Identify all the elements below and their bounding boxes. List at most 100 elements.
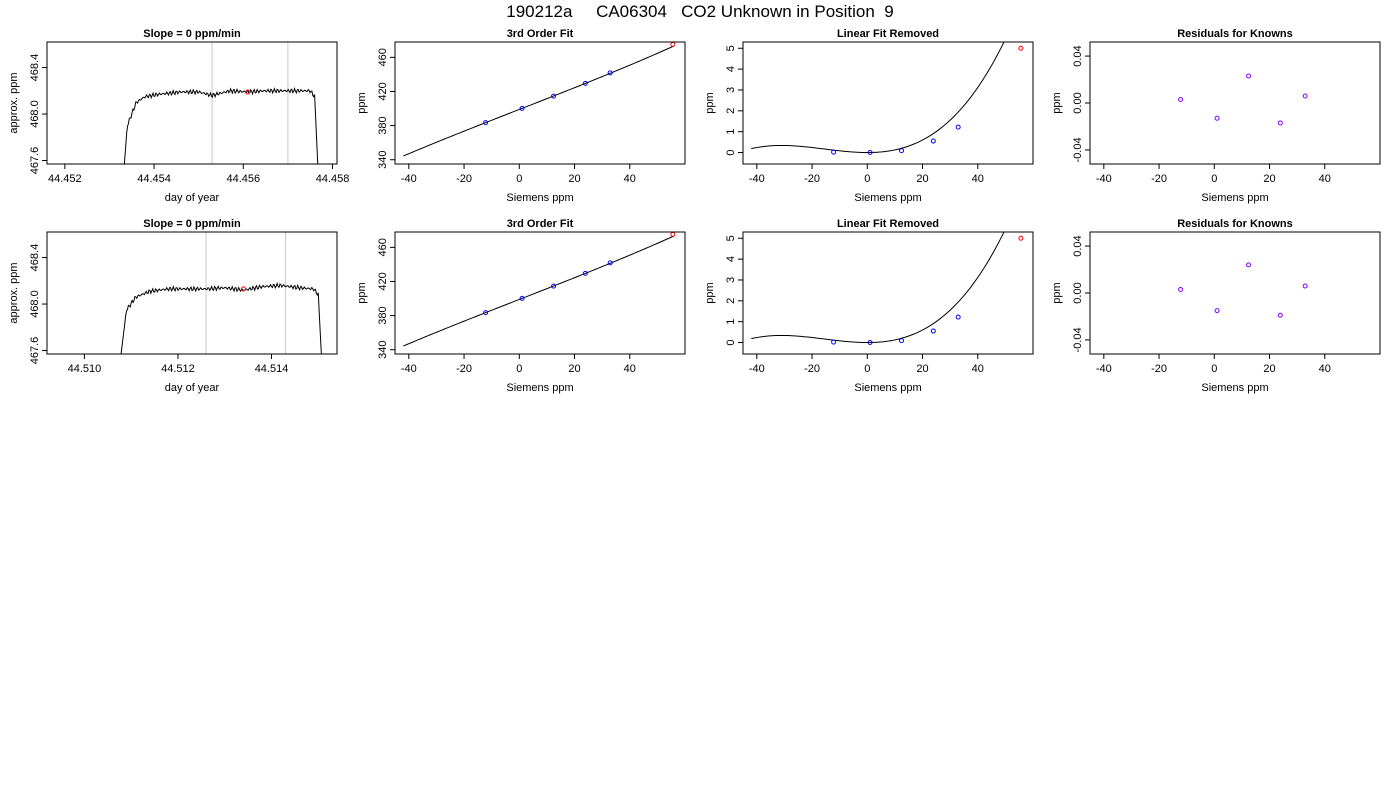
plot-area	[751, 42, 1024, 156]
x-tick-label: 0	[516, 173, 522, 185]
x-tick-label: 44.454	[137, 173, 171, 185]
plot-frame	[1089, 231, 1381, 355]
x-tick-label: 20	[1263, 363, 1275, 375]
x-tick-label: -40	[1096, 173, 1112, 185]
x-tick-label: -20	[804, 363, 820, 375]
x-axis-label: Siemens ppm	[854, 192, 921, 204]
y-tick-label: -0.04	[1072, 327, 1084, 352]
data-point	[551, 283, 557, 289]
y-tick-label: 340	[377, 151, 389, 169]
x-tick-label: -20	[456, 363, 472, 375]
y-tick-label: 468.4	[29, 244, 41, 272]
panel-title: Slope = 0 ppm/min	[143, 218, 241, 230]
y-tick-label: 4	[725, 256, 737, 262]
x-tick-label: 0	[1211, 173, 1217, 185]
plot-area	[403, 232, 676, 347]
data-point	[1277, 312, 1283, 318]
x-tick-label: -40	[401, 363, 417, 375]
data-point	[1018, 45, 1024, 51]
x-tick-label: -40	[749, 363, 765, 375]
data-point	[1302, 93, 1308, 99]
x-axis-label: Siemens ppm	[1201, 382, 1268, 394]
x-tick-label: -40	[401, 173, 417, 185]
x-axis-label: day of year	[165, 382, 220, 394]
y-tick-label: 4	[725, 66, 737, 72]
x-tick-label: -20	[804, 173, 820, 185]
plot-frame	[394, 41, 686, 165]
y-tick-label: 467.6	[29, 147, 41, 175]
y-tick-label: 0.00	[1072, 282, 1084, 303]
y-axis-label: ppm	[1051, 282, 1063, 303]
y-tick-label: 380	[377, 116, 389, 134]
data-point	[245, 89, 251, 95]
panel-title: Linear Fit Removed	[837, 28, 939, 40]
y-tick-label: 0.04	[1072, 45, 1084, 66]
plot-frame	[46, 231, 338, 355]
x-axis-label: Siemens ppm	[1201, 192, 1268, 204]
y-tick-label: 3	[725, 277, 737, 283]
plot-area	[123, 42, 319, 164]
panel-title: Residuals for Knowns	[1177, 218, 1293, 230]
y-tick-label: -0.04	[1072, 137, 1084, 162]
data-point	[1277, 120, 1283, 126]
panel-r2-trace: Slope = 0 ppm/min 44.510 44.512 44.514 467.6…	[8, 218, 338, 394]
panel-r1-trace: Slope = 0 ppm/min 44.452 44.454 44.456 44.45…	[8, 28, 349, 204]
panel-r1-residuals: Residuals for Knowns -40 -20 0 20 40 -0.04 0.00…	[1051, 28, 1381, 204]
y-axis-label: approx. ppm	[8, 72, 20, 133]
y-tick-label: 0	[725, 339, 737, 345]
data-point	[930, 138, 936, 144]
y-tick-label: 2	[725, 108, 737, 114]
data-series-line	[123, 87, 319, 164]
x-tick-label: 0	[516, 363, 522, 375]
y-tick-label: 1	[725, 319, 737, 325]
data-series-line	[120, 281, 322, 354]
plot-frame	[1089, 41, 1381, 165]
x-tick-label: 0	[864, 173, 870, 185]
y-tick-label: 460	[377, 48, 389, 66]
x-tick-label: 40	[1319, 363, 1331, 375]
data-point	[240, 286, 246, 292]
x-tick-label: 20	[568, 363, 580, 375]
panel-r2-fit: 3rd Order Fit -40 -20 0 20 40 340 380 420 460 Siem…	[356, 218, 686, 394]
data-point	[899, 338, 905, 344]
panel-title: 3rd Order Fit	[507, 28, 574, 40]
x-tick-label: 20	[916, 363, 928, 375]
data-point	[930, 328, 936, 334]
data-point	[607, 260, 613, 266]
data-point	[867, 150, 873, 156]
data-point	[899, 148, 905, 154]
data-point	[551, 93, 557, 99]
x-tick-label: 20	[916, 173, 928, 185]
data-point	[1246, 73, 1252, 79]
y-tick-label: 0	[725, 149, 737, 155]
x-tick-label: -40	[749, 173, 765, 185]
x-tick-label: 20	[568, 173, 580, 185]
data-point	[582, 80, 588, 86]
data-point	[1178, 96, 1184, 102]
data-point	[831, 339, 837, 345]
data-point	[519, 295, 525, 301]
x-axis-label: Siemens ppm	[506, 382, 573, 394]
y-tick-label: 420	[377, 272, 389, 290]
y-tick-label: 420	[377, 82, 389, 100]
panel-title: Residuals for Knowns	[1177, 28, 1293, 40]
plot-frame	[742, 41, 1034, 165]
x-tick-label: 44.452	[48, 173, 82, 185]
data-point	[483, 310, 489, 316]
data-point	[607, 70, 613, 76]
x-axis-label: Siemens ppm	[506, 192, 573, 204]
fit-curve	[751, 232, 1005, 344]
y-tick-label: 5	[725, 235, 737, 241]
data-point	[670, 232, 676, 237]
x-tick-label: -40	[1096, 363, 1112, 375]
panel-title: 3rd Order Fit	[507, 218, 574, 230]
x-axis-label: day of year	[165, 192, 220, 204]
x-tick-label: 44.510	[68, 363, 102, 375]
y-tick-label: 380	[377, 306, 389, 324]
x-tick-label: 40	[972, 363, 984, 375]
x-tick-label: 0	[864, 363, 870, 375]
y-axis-label: ppm	[704, 282, 716, 303]
data-point	[955, 314, 961, 320]
y-tick-label: 468.0	[29, 290, 41, 318]
x-tick-label: 44.456	[226, 173, 260, 185]
